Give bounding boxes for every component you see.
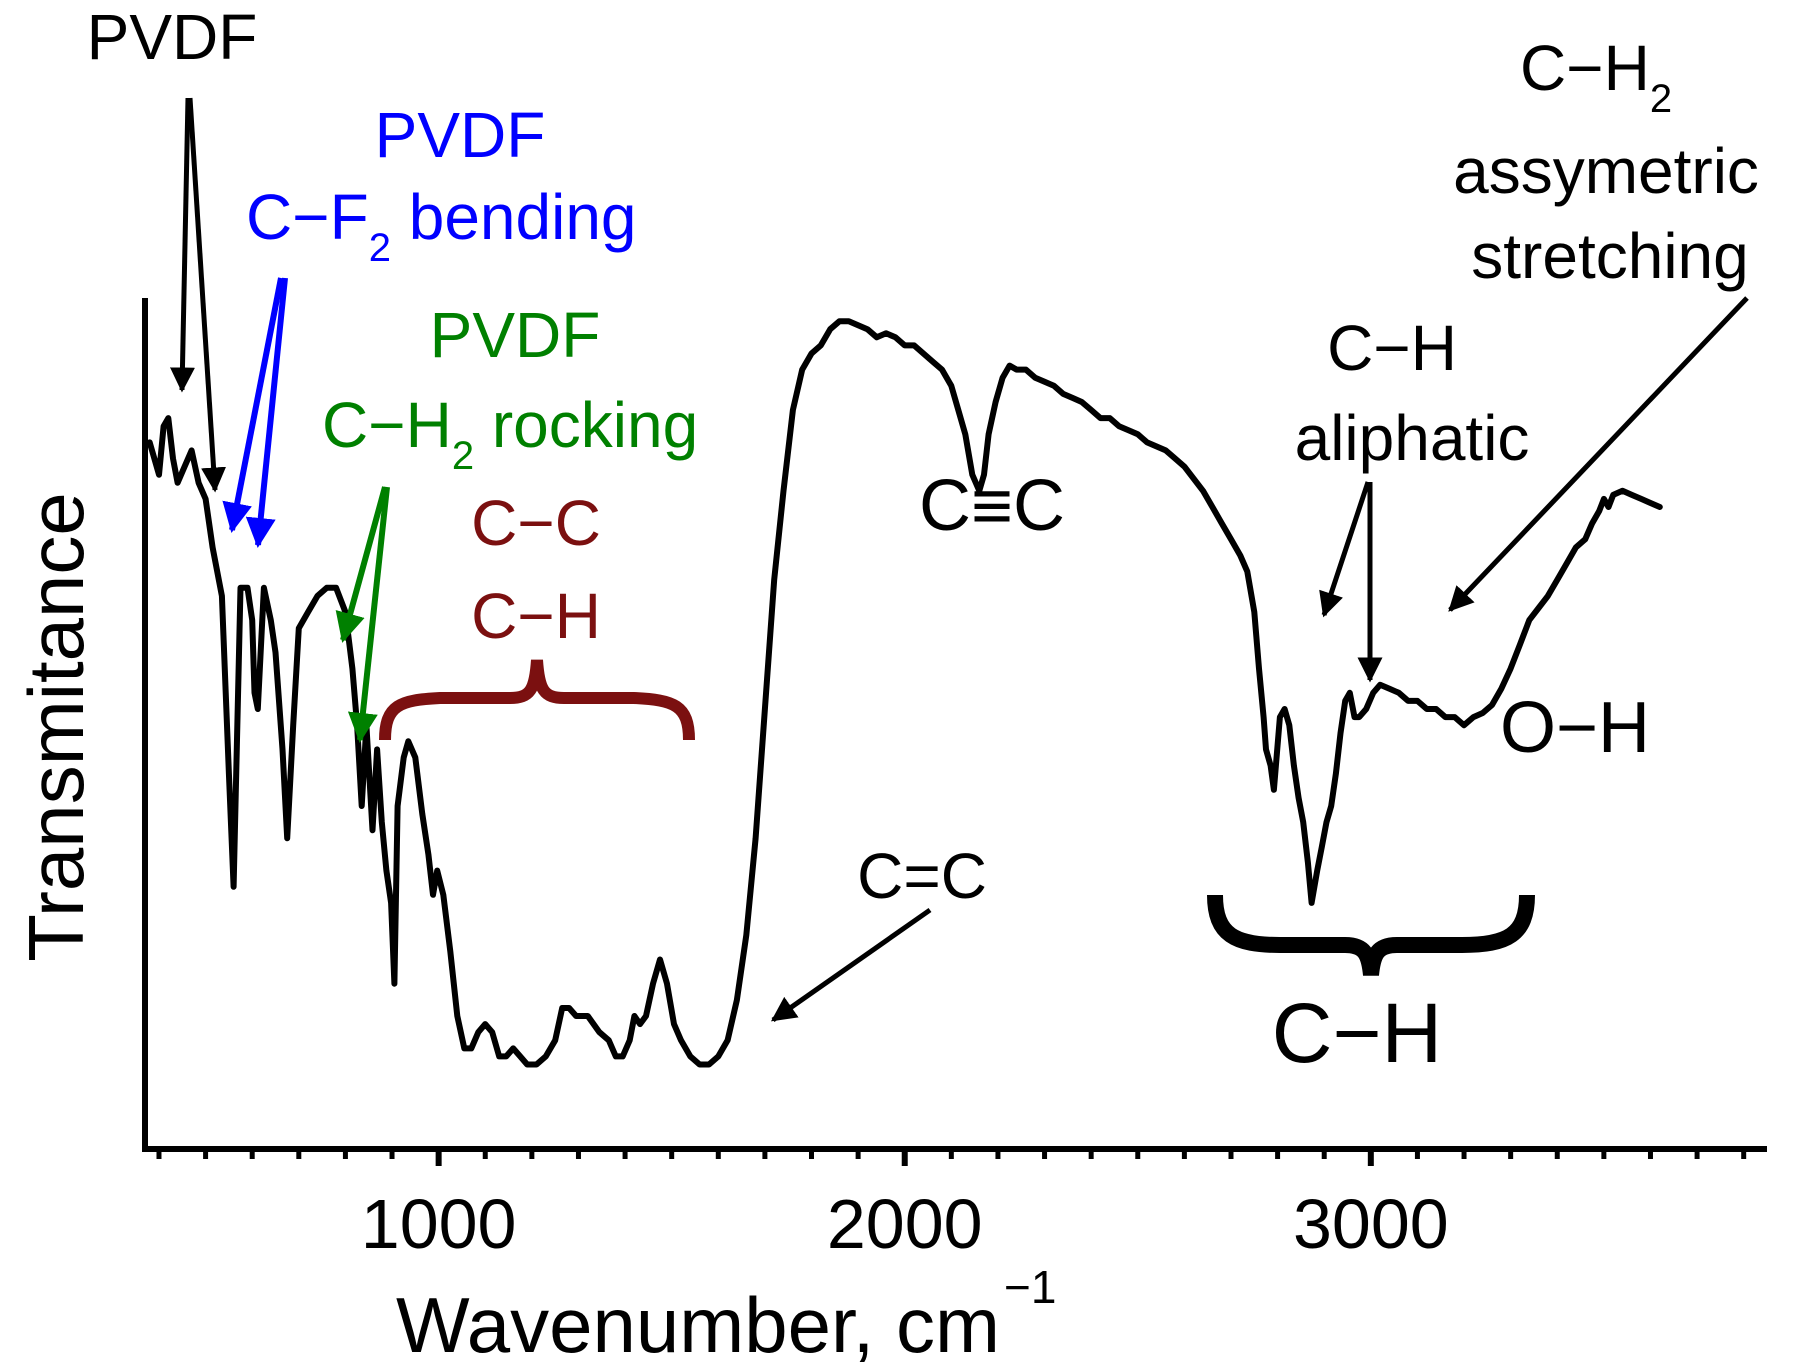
x-tick-labels: 1000 2000 3000 — [361, 1185, 1449, 1263]
cf2-arrow-2 — [245, 277, 288, 548]
x-axis-label: Wavenumber, cm — [396, 1281, 1000, 1364]
pvdf-label: PVDF — [87, 1, 258, 73]
x-minor-ticks — [156, 1149, 1747, 1159]
ch2-stretch-label: stretching — [1471, 220, 1748, 292]
ch-bottom-brace — [1207, 894, 1535, 976]
x-tick-label: 3000 — [1293, 1185, 1449, 1263]
pvdf-cf2-name-label: PVDF — [375, 99, 546, 171]
pvdf-ch2-name-label: PVDF — [430, 299, 601, 371]
ch2-assym-label: assymetric — [1453, 135, 1759, 207]
ch2-rock-arrow-1 — [335, 486, 388, 643]
oh-label: O−H — [1500, 688, 1650, 768]
y-axis-label: Transmitance — [12, 492, 100, 962]
ch-bottom-label: C−H — [1272, 986, 1442, 1080]
ch-aliph-bond-label: C−H — [1327, 312, 1457, 384]
c-double-c-arrow — [770, 907, 932, 1023]
ch2-stretch-arrow — [1448, 296, 1749, 612]
ch2-rock-arrow-2 — [347, 486, 390, 743]
cc-label: C−C — [471, 487, 601, 559]
ch2-stretch-bond-label: C−H2 — [1520, 32, 1672, 121]
cc-ch-brace — [379, 659, 695, 741]
c-double-c-label: C=C — [857, 840, 987, 912]
x-tick-label: 1000 — [361, 1185, 517, 1263]
ch-red-label: C−H — [471, 580, 601, 652]
c-triple-c-label: C≡C — [919, 466, 1065, 546]
cf2-arrow-1 — [222, 277, 284, 533]
ch-aliph-arrow-1 — [1319, 481, 1371, 618]
pvdf-arrow-2 — [187, 97, 227, 493]
pvdf-cf2-bond-label: C−F2 bending — [246, 181, 637, 270]
x-major-ticks — [435, 1149, 1374, 1166]
x-axis-label-exponent: −1 — [1004, 1261, 1056, 1313]
ch-aliph-label: aliphatic — [1295, 402, 1530, 474]
pvdf-arrow-1 — [169, 97, 195, 393]
pvdf-ch2-bond-label: C−H2 rocking — [322, 389, 698, 478]
x-tick-label: 2000 — [827, 1185, 983, 1263]
